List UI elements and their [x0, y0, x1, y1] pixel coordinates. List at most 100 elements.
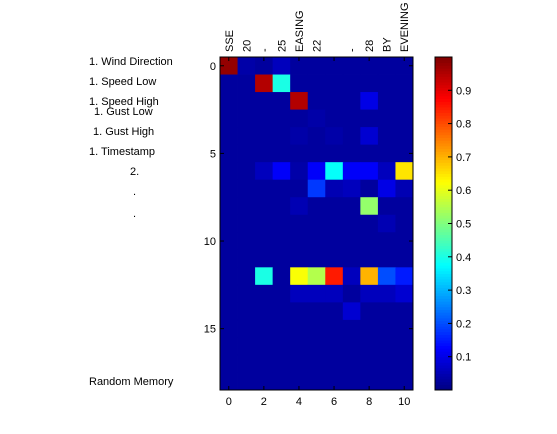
heatmap-cell	[377, 372, 396, 391]
heatmap-cell	[307, 92, 326, 110]
heatmap-cell	[325, 92, 344, 110]
colorbar: 0.1 0.2 0.3 0.4 0.5 0.6 0.7 0.8 0.9	[434, 56, 471, 391]
heatmap-cell	[290, 109, 309, 128]
column-label: 25	[276, 40, 288, 52]
colorbar-tick-label: 0.7	[456, 152, 471, 164]
heatmap-cell	[395, 354, 414, 373]
heatmap-cell	[255, 57, 274, 75]
row-annotation: 1. Speed Low	[89, 76, 157, 88]
x-tick-label: 0	[226, 396, 232, 408]
heatmap-cell	[220, 92, 238, 110]
colorbar-segment	[435, 231, 452, 236]
colorbar-segment	[435, 73, 452, 77]
colorbar-segment	[435, 134, 452, 138]
row-annotation: Random Memory	[89, 376, 174, 388]
heatmap-cell	[255, 284, 274, 303]
colorbar-segment	[435, 334, 452, 338]
heatmap-cell	[377, 197, 396, 216]
heatmap-cell	[325, 144, 344, 163]
heatmap-cell	[395, 302, 414, 321]
y-axis: 0 5 10 15	[204, 61, 413, 336]
heatmap-cell	[325, 249, 344, 268]
heatmap-cell	[325, 162, 344, 181]
colorbar-segment	[435, 303, 452, 308]
heatmap-cell	[272, 197, 291, 216]
y-tick-label: 15	[204, 324, 216, 336]
heatmap-cell	[342, 162, 361, 181]
heatmap-cell	[307, 197, 326, 216]
heatmap-cell	[237, 354, 256, 373]
colorbar-segment	[435, 145, 452, 150]
heatmap-cell	[220, 337, 238, 356]
heatmap-cell	[395, 337, 414, 356]
heatmap-cell	[220, 179, 238, 198]
heatmap-cell	[255, 197, 274, 216]
colorbar-segment	[435, 248, 452, 252]
colorbar-segment	[435, 262, 452, 266]
colorbar-segment	[435, 126, 452, 130]
heatmap-cell	[342, 197, 361, 216]
colorbar-segment	[435, 356, 452, 360]
heatmap-cell	[290, 144, 309, 163]
colorbar-segment	[435, 370, 452, 374]
heatmap-cell	[307, 74, 326, 93]
heatmap-cell	[307, 284, 326, 303]
heatmap-cell	[360, 74, 379, 93]
heatmap-cell	[325, 214, 344, 233]
heatmap-cell	[325, 232, 344, 251]
heatmap-cell	[325, 319, 344, 338]
heatmap-cell	[290, 302, 309, 321]
heatmap-cell	[377, 232, 396, 251]
heatmap-cell	[360, 144, 379, 163]
colorbar-tick-label: 0.8	[456, 119, 471, 131]
colorbar-segment	[435, 298, 452, 302]
heatmap-cell	[255, 92, 274, 110]
colorbar-segment	[435, 168, 452, 172]
heatmap-cell	[272, 162, 291, 181]
x-tick-label: 4	[296, 396, 302, 408]
heatmap-cell	[325, 267, 344, 286]
heatmap-cell	[290, 337, 309, 356]
colorbar-segment	[435, 223, 452, 227]
heatmap-cell	[325, 302, 344, 321]
heatmap-cells	[220, 57, 414, 391]
heatmap-cell	[237, 249, 256, 268]
heatmap-cell	[395, 197, 414, 216]
colorbar-segment	[435, 331, 452, 335]
x-tick-label: 6	[331, 396, 337, 408]
colorbar-segment	[435, 267, 452, 272]
heatmap-cell	[342, 57, 361, 75]
heatmap-cell	[395, 179, 414, 198]
colorbar-segment	[435, 84, 452, 89]
heatmap-cell	[290, 74, 309, 93]
heatmap-cell	[220, 57, 238, 75]
colorbar-segment	[435, 81, 452, 86]
heatmap-cell	[395, 232, 414, 251]
colorbar-segment	[435, 256, 452, 261]
colorbar-segment	[435, 254, 452, 258]
colorbar-segment	[435, 229, 452, 233]
heatmap-cell	[272, 284, 291, 303]
heatmap-cell	[360, 319, 379, 338]
heatmap-cell	[307, 127, 326, 146]
heatmap-cell	[395, 319, 414, 338]
heatmap-cell	[237, 197, 256, 216]
colorbar-segment	[435, 259, 452, 263]
heatmap-cell	[237, 179, 256, 198]
heatmap-cell	[220, 232, 238, 251]
heatmap-cell	[220, 284, 238, 303]
heatmap-cell	[290, 57, 309, 75]
colorbar-segment	[435, 276, 452, 280]
row-annotation: .	[133, 208, 137, 220]
colorbar-segment	[435, 148, 452, 152]
heatmap-cell	[290, 92, 309, 110]
colorbar-segment	[435, 176, 452, 180]
heatmap-cell	[377, 267, 396, 286]
heatmap-cell	[272, 267, 291, 286]
colorbar-tick-label: 0.2	[456, 318, 471, 330]
colorbar-segment	[435, 290, 452, 294]
colorbar-segment	[435, 387, 452, 391]
heatmap-cell	[237, 144, 256, 163]
colorbar-segment	[435, 154, 452, 158]
heatmap-cell	[237, 232, 256, 251]
